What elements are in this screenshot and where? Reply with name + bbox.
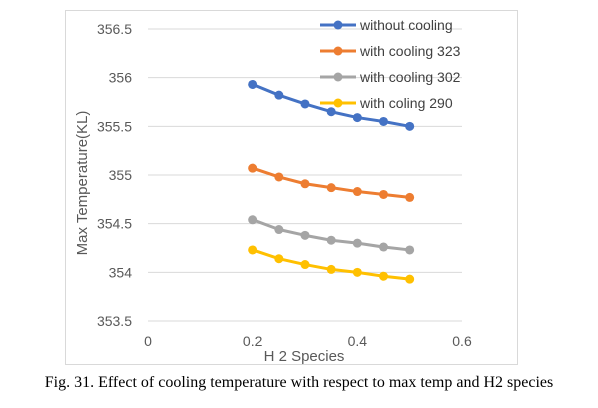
legend-entry-0: without cooling: [320, 17, 453, 33]
data-point: [326, 107, 336, 117]
data-point: [248, 245, 258, 255]
data-point: [326, 264, 336, 274]
y-tick-label: 356.5: [97, 21, 132, 37]
legend-entry-1: with cooling 323: [320, 43, 461, 59]
y-axis-title: Max Temperature(KL): [74, 111, 91, 256]
data-point: [352, 113, 362, 123]
legend-label: with cooling 323: [359, 43, 461, 59]
y-tick-label: 355.5: [97, 118, 132, 134]
legend-entry-3: with coling 290: [320, 95, 453, 111]
data-point: [300, 179, 310, 189]
legend-marker: [333, 98, 343, 108]
data-point: [274, 254, 284, 264]
data-point: [379, 116, 388, 126]
data-point: [352, 267, 362, 277]
series-1: [248, 163, 415, 202]
legend-entry-2: with cooling 302: [320, 69, 461, 85]
data-point: [352, 187, 362, 197]
figure-caption: Fig. 31. Effect of cooling temperature w…: [44, 374, 554, 391]
legend-marker: [333, 20, 343, 30]
data-point: [274, 172, 284, 182]
series-3: [248, 245, 415, 284]
y-axis-tick-labels: 353.5 354 354.5 355 355.5 356 356.5: [97, 21, 132, 329]
y-tick-label: 356: [109, 70, 133, 86]
line-chart: 353.5 354 354.5 355 355.5 356 356.5 0 0.2 0.4 0.6…: [74, 17, 472, 365]
y-tick-label: 354.5: [97, 216, 132, 232]
data-point: [379, 242, 388, 252]
data-point: [300, 230, 310, 240]
legend-label: with cooling 302: [359, 69, 461, 85]
data-point: [405, 192, 415, 202]
data-point: [379, 271, 388, 281]
x-tick-label: 0.2: [243, 333, 263, 349]
series-2: [248, 215, 415, 255]
x-tick-label: 0.6: [452, 333, 472, 349]
data-point: [326, 183, 336, 193]
gridlines: [148, 28, 462, 322]
y-tick-label: 355: [109, 167, 133, 183]
legend-marker: [333, 46, 343, 56]
legend-label: with coling 290: [359, 95, 453, 111]
data-point: [248, 163, 258, 173]
data-point: [274, 90, 284, 100]
x-tick-label: 0.4: [348, 333, 368, 349]
data-point: [352, 238, 362, 248]
y-tick-label: 354: [109, 264, 133, 280]
data-point: [405, 121, 415, 131]
data-point: [405, 274, 415, 284]
data-point: [405, 245, 415, 255]
data-point: [274, 225, 284, 235]
data-point: [326, 235, 336, 245]
series-0: [248, 79, 415, 131]
x-axis-title: H 2 Species: [264, 348, 345, 365]
x-axis-tick-labels: 0 0.2 0.4 0.6: [144, 333, 472, 349]
chart-frame: 353.5 354 354.5 355 355.5 356 356.5 0 0.2 0.4 0.6…: [65, 10, 518, 365]
series-layer: [248, 79, 415, 284]
data-point: [248, 79, 258, 89]
legend: without cooling with cooling 323 with cool…: [320, 17, 461, 111]
data-point: [379, 189, 388, 199]
data-point: [248, 215, 258, 225]
y-tick-label: 353.5: [97, 313, 132, 329]
legend-label: without cooling: [359, 17, 453, 33]
legend-marker: [333, 72, 343, 82]
x-tick-label: 0: [144, 333, 152, 349]
data-point: [300, 99, 310, 109]
data-point: [300, 260, 310, 270]
